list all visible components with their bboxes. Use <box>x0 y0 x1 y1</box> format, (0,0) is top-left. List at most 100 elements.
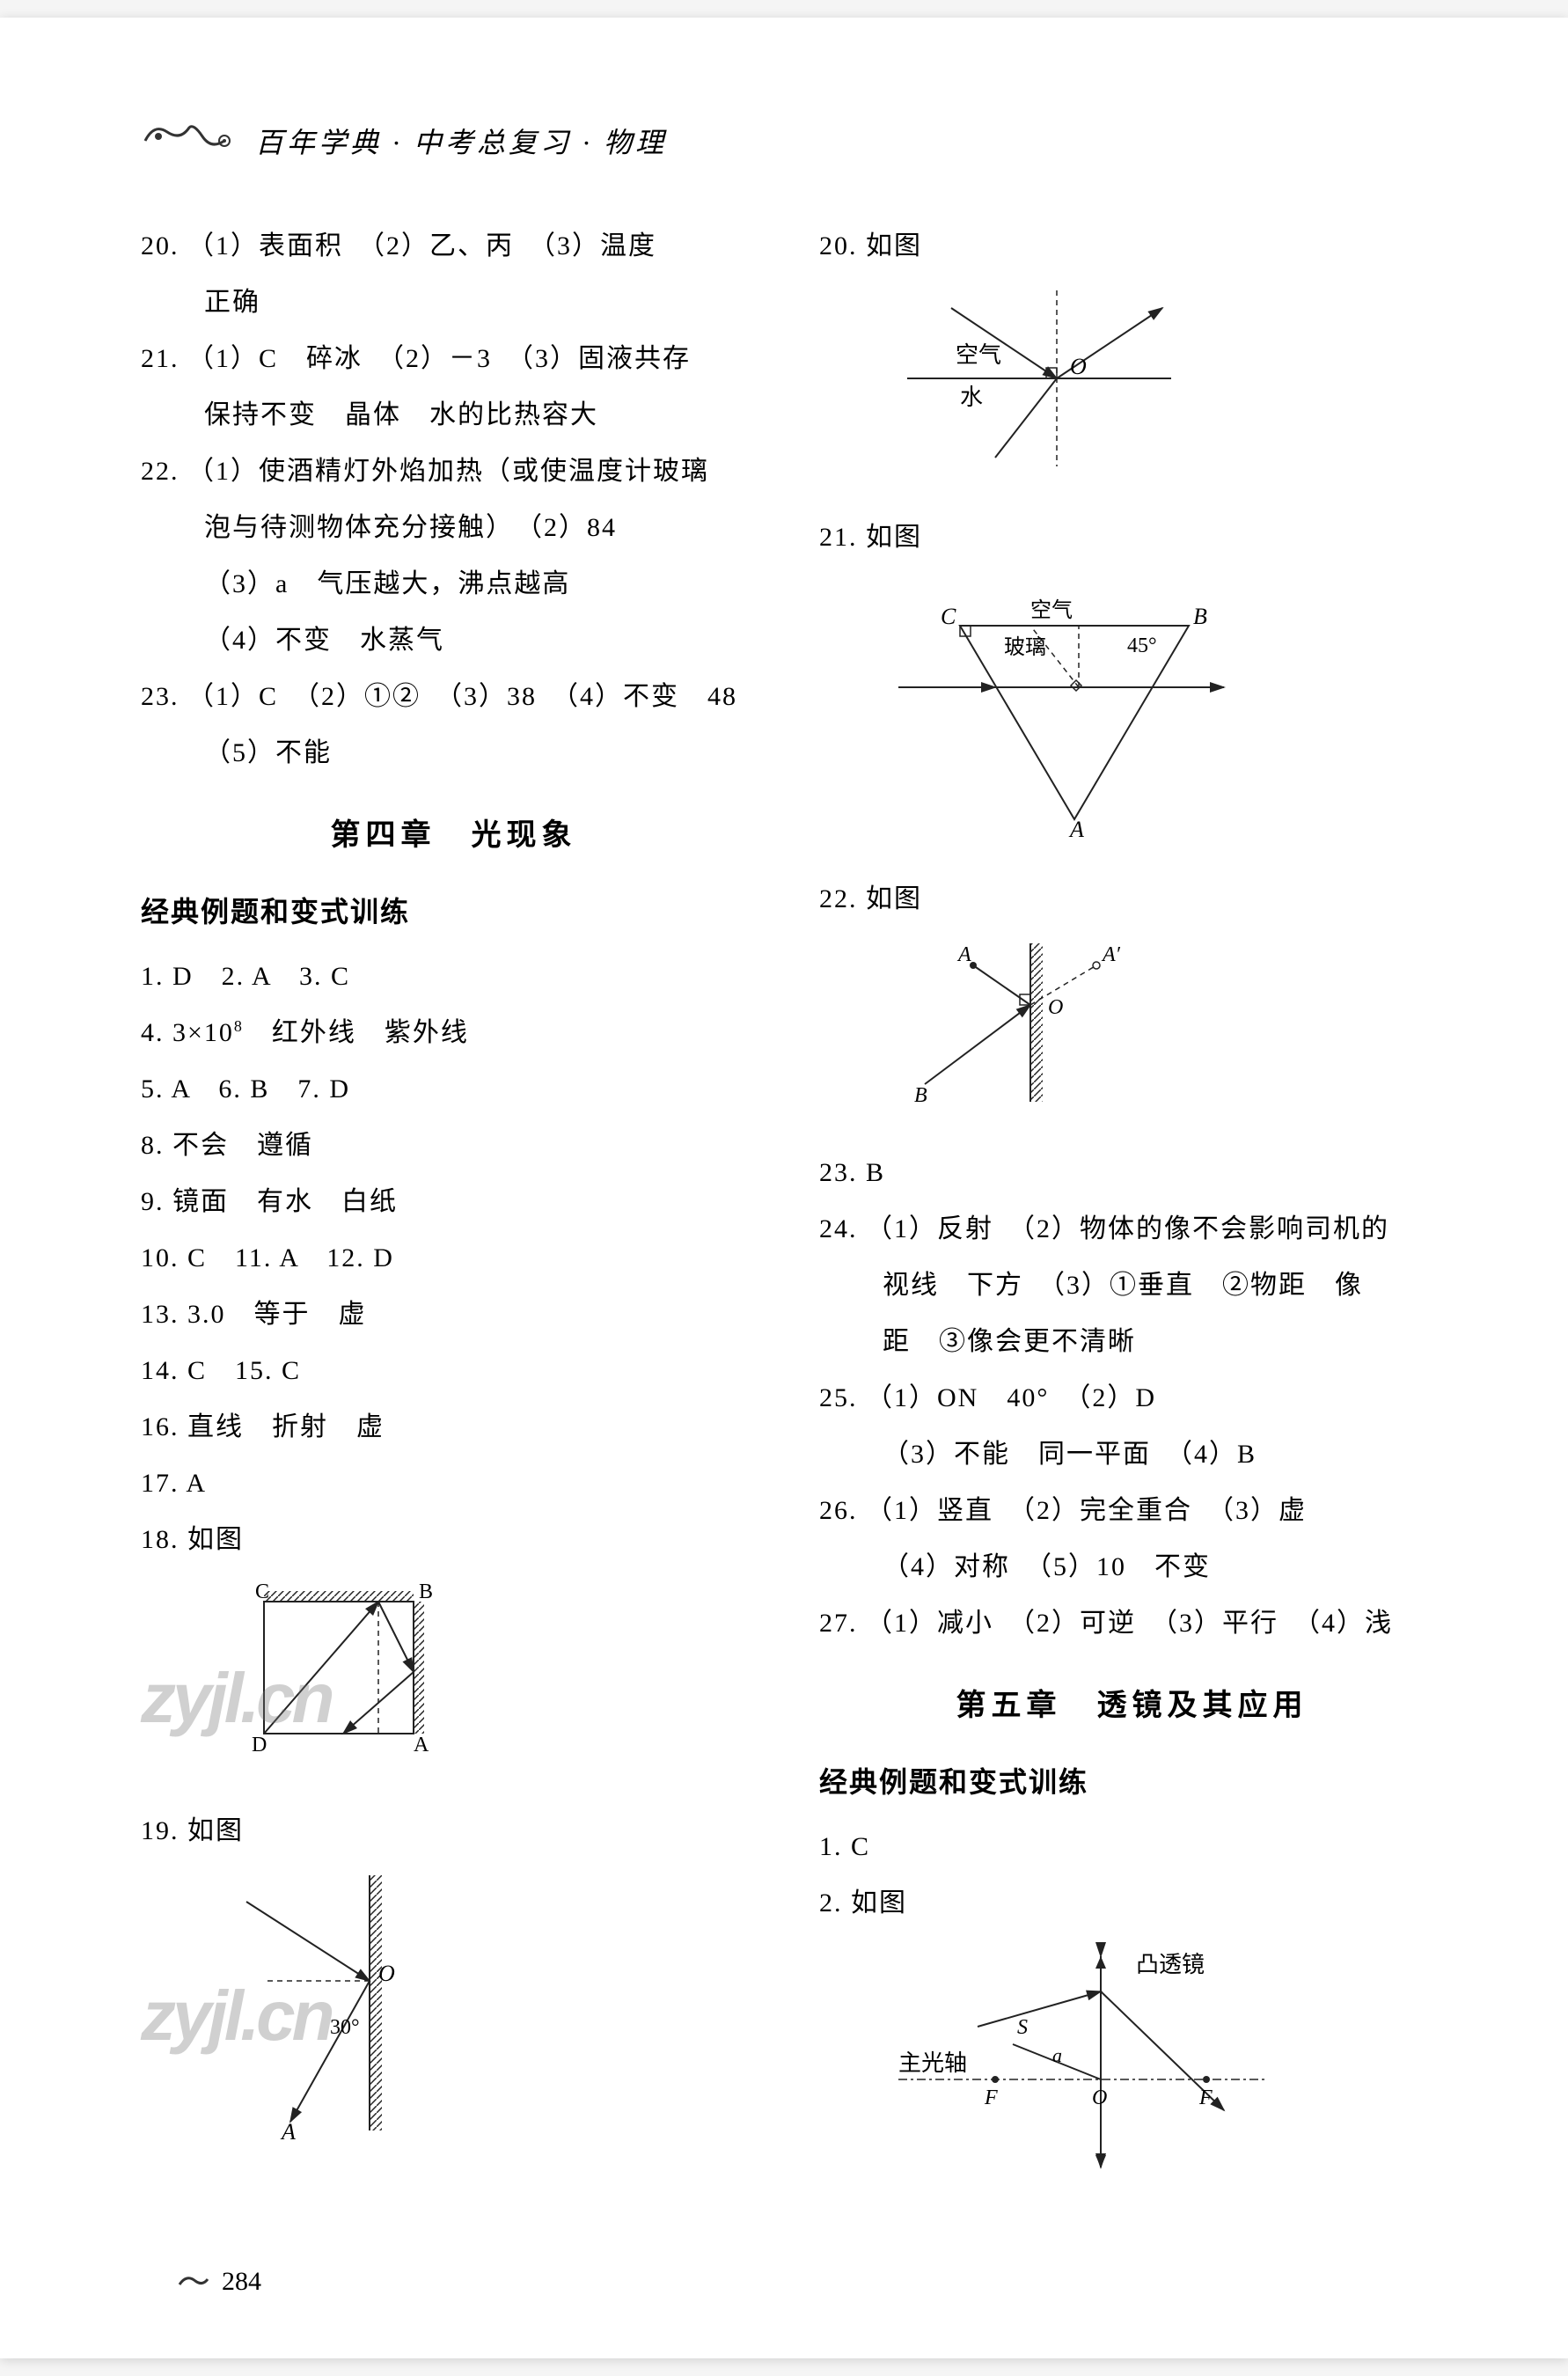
label-O: O <box>1070 354 1087 379</box>
label-axis: 主光轴 <box>898 2050 967 2076</box>
item-num: 1. <box>141 962 165 991</box>
label-D: D <box>252 1734 267 1756</box>
label-Ap: A′ <box>1101 943 1121 966</box>
answer-line: 23. （1）C （2）①② （3）38 （4）不变 48 <box>141 671 766 723</box>
figure-20: 空气 水 O <box>872 282 1445 494</box>
item-text: 视线 下方 （3）①垂直 ②物距 像 <box>883 1271 1363 1300</box>
label-water: 水 <box>960 385 983 410</box>
label-lens: 凸透镜 <box>1136 1952 1205 1977</box>
item-num: 2. <box>819 1888 843 1918</box>
item-num: 20. <box>141 231 180 260</box>
answer-line: 正确 <box>141 276 766 329</box>
item-text: 镜面 有水 白纸 <box>172 1187 398 1216</box>
label-a: a <box>1052 2044 1062 2066</box>
section-title: 经典例题和变式训练 <box>819 1754 1445 1810</box>
item-text: （1）减小 （2）可逆 （3）平行 （4）浅 <box>866 1609 1393 1638</box>
answer-line: 18. 如图 <box>141 1514 766 1566</box>
answer-line: 16. 直线 折射 虚 <box>141 1401 766 1454</box>
item-num: 21. <box>819 523 858 552</box>
item-text: 直线 折射 虚 <box>187 1412 385 1441</box>
answer-line: 4. 3×108 红外线 紫外线 <box>141 1007 766 1060</box>
label-F2: F <box>1198 2086 1213 2109</box>
label-A: A <box>280 2119 296 2145</box>
item-text: B <box>866 1158 885 1187</box>
right-column: 20. 如图 空气 水 O <box>819 220 1445 2221</box>
answer-line: 9. 镜面 有水 白纸 <box>141 1176 766 1228</box>
item-text: C 15. C <box>187 1356 301 1385</box>
header-title: 百年学典 · 中考总复习 · 物理 <box>255 121 667 161</box>
item-num: 1. <box>819 1832 843 1861</box>
label-B: B <box>419 1580 433 1603</box>
label-angle: 30° <box>330 2016 360 2039</box>
label-S: S <box>1017 2016 1028 2039</box>
answer-line: 22. （1）使酒精灯外焰加热（或使温度计玻璃 <box>141 445 766 498</box>
chapter-title: 第五章 透镜及其应用 <box>819 1676 1445 1736</box>
label-angle: 45° <box>1127 634 1157 657</box>
figure-21: 空气 玻璃 C B A 45° <box>872 573 1445 855</box>
item-num: 26. <box>819 1496 858 1525</box>
answer-line: （3）不能 同一平面 （4）B <box>819 1428 1445 1481</box>
label-C: C <box>255 1580 269 1603</box>
item-text: A 6. B 7. D <box>171 1074 350 1104</box>
figure-18: C B D A zyjl.cn <box>194 1575 766 1787</box>
answer-line: 距 ③像会更不清晰 <box>819 1316 1445 1368</box>
item-num: 18. <box>141 1525 180 1554</box>
answer-line: 1. C <box>819 1821 1445 1874</box>
item-num: 27. <box>819 1609 858 1638</box>
item-num: 8. <box>141 1131 165 1160</box>
item-text: C 11. A 12. D <box>187 1243 394 1272</box>
item-text: 如图 <box>866 523 922 552</box>
answer-line: 24. （1）反射 （2）物体的像不会影响司机的 <box>819 1203 1445 1256</box>
answer-line: 21. （1）C 碎冰 （2）－3 （3）固液共存 <box>141 333 766 385</box>
answer-line: 8. 不会 遵循 <box>141 1119 766 1172</box>
answer-line: 2. 如图 <box>819 1877 1445 1930</box>
item-text: （4）不变 水蒸气 <box>204 626 444 655</box>
item-text: C <box>851 1832 870 1861</box>
item-text: D 2. A 3. C <box>172 962 350 991</box>
answer-line: （4）对称 （5）10 不变 <box>819 1541 1445 1594</box>
left-column: 20. （1）表面积 （2）乙、丙 （3）温度 正确 21. （1）C 碎冰 （… <box>141 220 766 2221</box>
section-title: 经典例题和变式训练 <box>141 884 766 940</box>
item-num: 25. <box>819 1383 858 1412</box>
item-text: （1）反射 （2）物体的像不会影响司机的 <box>866 1214 1389 1243</box>
answer-line: 25. （1）ON 40° （2）D <box>819 1372 1445 1425</box>
item-num: 10. <box>141 1243 180 1272</box>
label-C: C <box>941 604 956 629</box>
answer-line: 21. 如图 <box>819 511 1445 564</box>
answer-line: （4）不变 水蒸气 <box>141 614 766 667</box>
item-num: 23. <box>141 682 180 711</box>
item-text: （4）对称 （5）10 不变 <box>883 1552 1211 1581</box>
item-text: 正确 <box>204 288 260 317</box>
label-O: O <box>1048 996 1063 1019</box>
label-air: 空气 <box>1030 598 1073 622</box>
item-num: 19. <box>141 1816 180 1845</box>
label-B: B <box>914 1084 927 1107</box>
answer-line: 22. 如图 <box>819 873 1445 926</box>
label-O: O <box>378 1961 395 1986</box>
item-text: 如图 <box>851 1888 907 1918</box>
item-num: 4. <box>141 1018 165 1047</box>
figure-lens: 凸透镜 主光轴 F F O S a <box>872 1939 1445 2204</box>
label-F: F <box>984 2086 998 2109</box>
item-text: （1）ON 40° （2）D <box>866 1383 1156 1412</box>
answer-line: （5）不能 <box>141 727 766 780</box>
answer-line: 5. A 6. B 7. D <box>141 1063 766 1116</box>
chapter-title: 第四章 光现象 <box>141 806 766 866</box>
item-text: （1）使酒精灯外焰加热（或使温度计玻璃 <box>187 457 709 486</box>
item-text: 距 ③像会更不清晰 <box>883 1327 1136 1356</box>
item-num: 14. <box>141 1356 180 1385</box>
answer-line: 14. C 15. C <box>141 1345 766 1397</box>
item-num: 9. <box>141 1187 165 1216</box>
item-text: （5）不能 <box>204 738 332 767</box>
item-num: 24. <box>819 1214 858 1243</box>
item-text: （1）C （2）①② （3）38 （4）不变 48 <box>187 682 737 711</box>
item-text: 3.0 等于 虚 <box>187 1300 367 1329</box>
item-num: 22. <box>819 884 858 913</box>
item-num: 17. <box>141 1469 180 1498</box>
label-A: A <box>956 943 971 966</box>
answer-line: 1. D 2. A 3. C <box>141 950 766 1003</box>
answer-line: 27. （1）减小 （2）可逆 （3）平行 （4）浅 <box>819 1597 1445 1650</box>
item-num: 23. <box>819 1158 858 1187</box>
item-num: 20. <box>819 231 858 260</box>
answer-line: 保持不变 晶体 水的比热容大 <box>141 389 766 442</box>
